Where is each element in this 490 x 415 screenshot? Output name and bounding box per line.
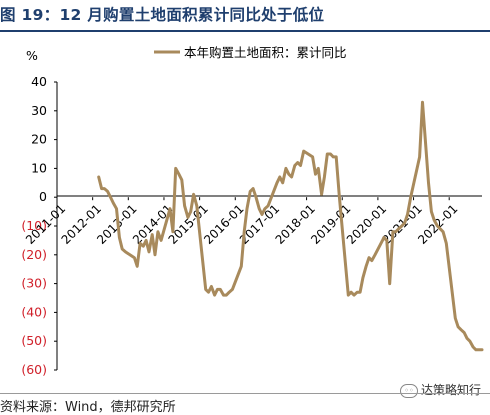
y-tick-label: 20 <box>31 132 47 147</box>
watermark: ◦◦ 达策略知行 <box>400 381 481 398</box>
y-tick-label: (50) <box>21 333 47 348</box>
x-ticks: 2011-012012-012013-012014-012015-012016-… <box>23 197 461 247</box>
wechat-icon: ◦◦ <box>400 383 418 398</box>
legend-label: 本年购置土地面积：累计同比 <box>184 45 347 60</box>
watermark-text: 达策略知行 <box>421 383 482 397</box>
y-tick-label: 30 <box>31 103 47 118</box>
y-tick-label: 40 <box>31 74 47 89</box>
title-rule <box>0 30 490 32</box>
y-tick-label: (40) <box>21 304 47 319</box>
legend: 本年购置土地面积：累计同比 <box>154 45 347 60</box>
y-tick-label: 10 <box>31 160 47 175</box>
y-tick-label: (20) <box>21 247 47 262</box>
y-ticks: 40 30 20 10 0 (10) (20) (30) (40) (50) (60) <box>21 74 57 377</box>
y-tick-label: (60) <box>21 362 47 377</box>
y-tick-label: 0 <box>39 189 47 204</box>
series-line <box>97 100 484 352</box>
bottom-rule <box>0 393 490 394</box>
figure-title: 图 19：12 月购置土地面积累计同比处于低位 <box>0 6 325 24</box>
y-tick-label: (10) <box>21 218 47 233</box>
source-note: 资料来源：Wind，德邦研究所 <box>0 400 176 415</box>
y-tick-label: (30) <box>21 276 47 291</box>
y-axis-label: % <box>26 48 38 63</box>
series-group <box>97 100 484 352</box>
